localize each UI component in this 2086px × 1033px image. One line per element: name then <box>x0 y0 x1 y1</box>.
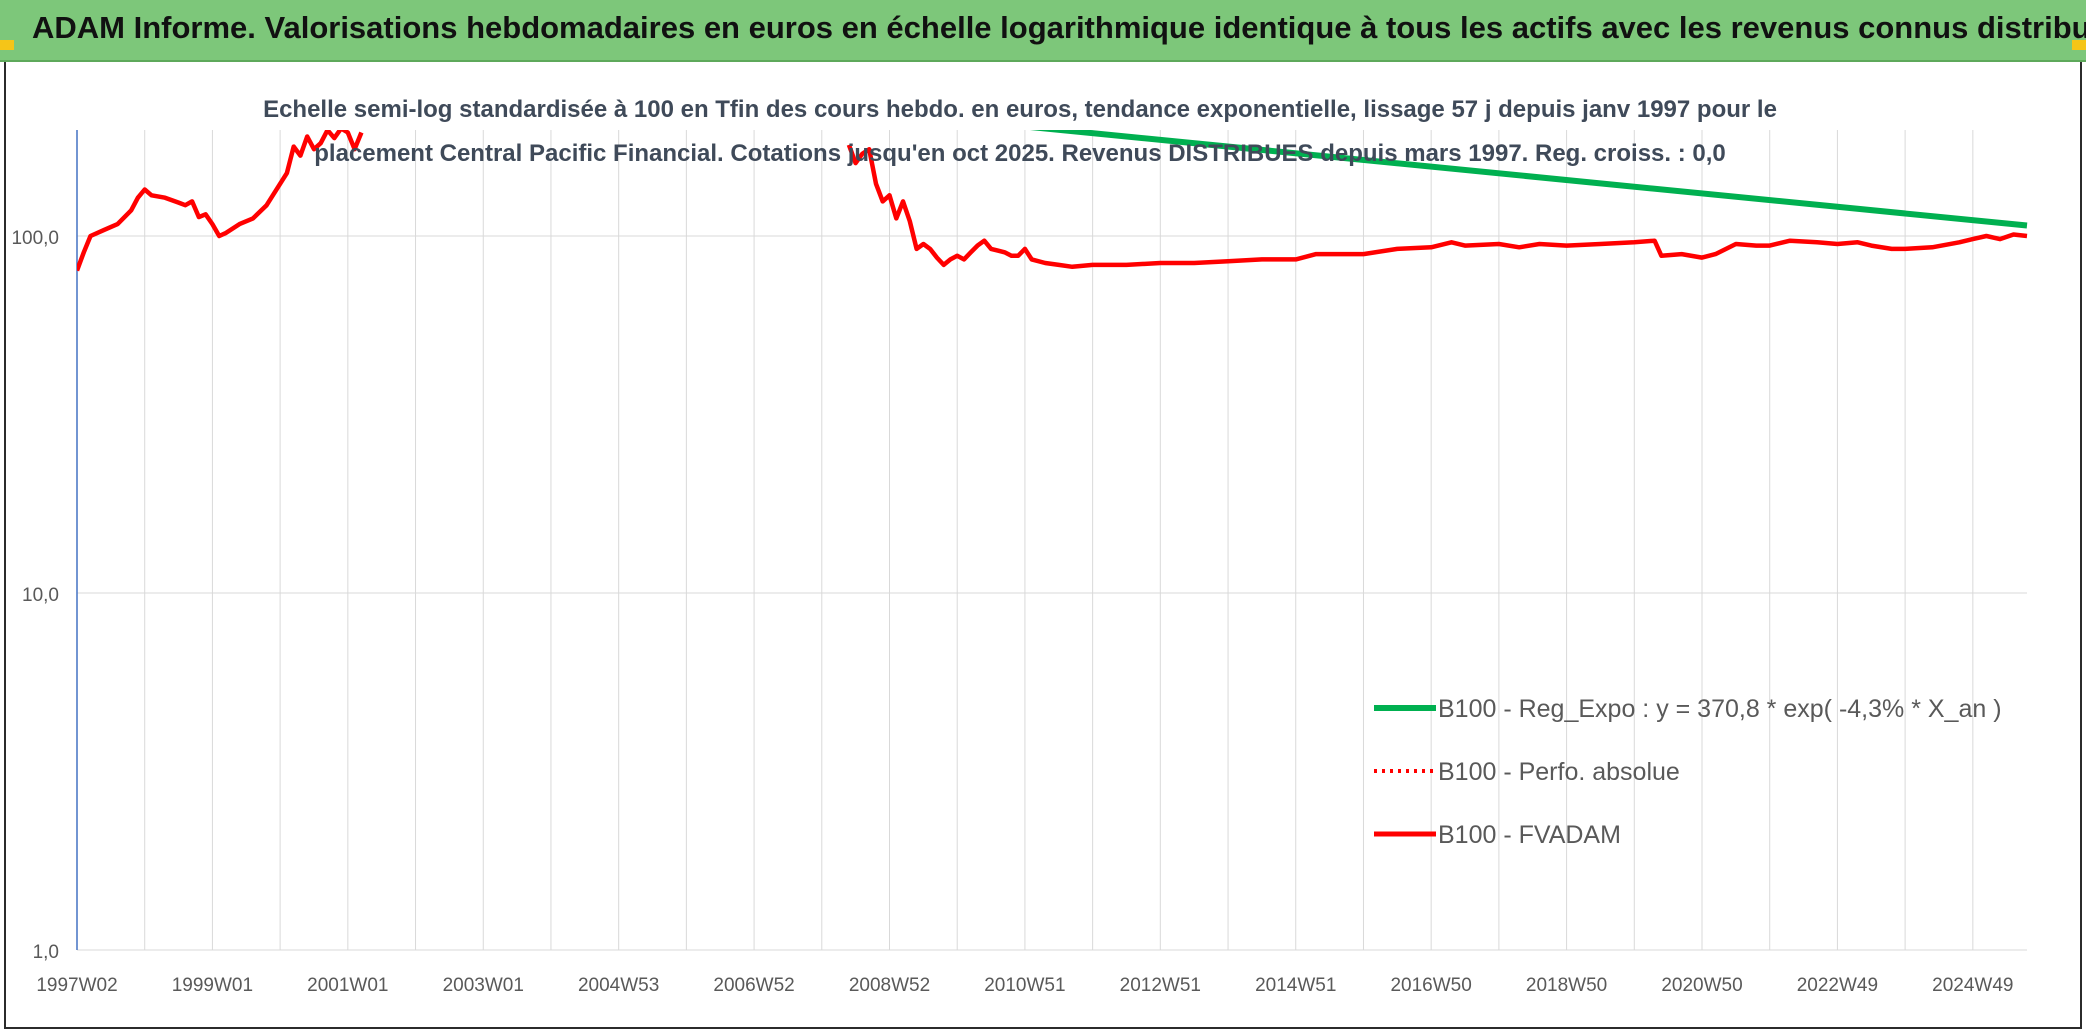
y-tick-label: 100,0 <box>11 228 59 249</box>
banner-title: ADAM Informe. Valorisations hebdomadaire… <box>32 10 2086 45</box>
x-tick-label: 2014W51 <box>1255 975 1336 996</box>
x-tick-label: 1997W02 <box>36 975 117 996</box>
title-banner: ADAM Informe. Valorisations hebdomadaire… <box>0 0 2086 62</box>
x-tick-label: 2016W50 <box>1390 975 1471 996</box>
x-tick-label: 2024W49 <box>1932 975 2013 996</box>
x-tick-label: 2006W52 <box>713 975 794 996</box>
corner-mark <box>0 40 14 50</box>
x-tick-label: 2018W50 <box>1526 975 1607 996</box>
x-tick-label: 2004W53 <box>578 975 659 996</box>
x-tick-label: 2010W51 <box>984 975 1065 996</box>
chart-frame <box>4 62 2082 1029</box>
fvadam-line <box>846 144 2028 270</box>
x-tick-label: 2012W51 <box>1120 975 1201 996</box>
fvadam-line <box>77 130 364 272</box>
chart-title-line-1: Echelle semi-log standardisée à 100 en T… <box>263 96 1777 123</box>
corner-mark <box>2072 40 2086 50</box>
trend-line <box>1029 130 2028 229</box>
x-tick-label: 1999W01 <box>172 975 253 996</box>
legend-label: B100 - Perfo. absolue <box>1438 758 1680 786</box>
legend-label: B100 - FVADAM <box>1438 821 1621 849</box>
y-tick-label: 1,0 <box>33 942 59 963</box>
chart-title: Echelle semi-log standardisée à 100 en T… <box>200 88 1840 176</box>
x-tick-label: 2001W01 <box>307 975 388 996</box>
legend-label: B100 - Reg_Expo : y = 370,8 * exp( -4,3%… <box>1438 695 2002 723</box>
x-tick-label: 2003W01 <box>443 975 524 996</box>
x-tick-label: 2022W49 <box>1797 975 1878 996</box>
x-tick-label: 2020W50 <box>1661 975 1742 996</box>
x-tick-label: 2008W52 <box>849 975 930 996</box>
chart-title-line-2: placement Central Pacific Financial. Cot… <box>314 140 1726 167</box>
y-tick-label: 10,0 <box>22 585 59 606</box>
